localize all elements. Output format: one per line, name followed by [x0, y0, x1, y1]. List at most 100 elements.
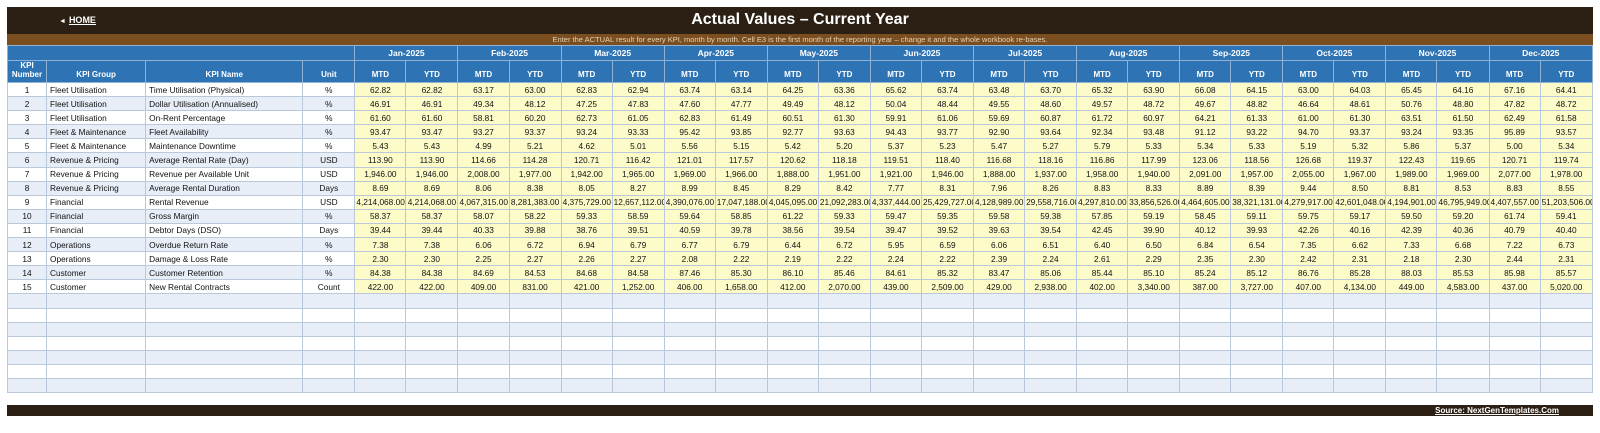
ytd-value-cell[interactable]: 40.40 [1539, 222, 1594, 239]
ytd-value-cell[interactable]: 61.60 [405, 110, 459, 126]
empty-cell[interactable] [1127, 321, 1181, 337]
mtd-value-cell[interactable]: 40.79 [1488, 222, 1541, 239]
ytd-value-cell[interactable]: 48.44 [920, 96, 975, 112]
ytd-value-cell[interactable]: 93.37 [1333, 124, 1387, 140]
empty-cell[interactable] [560, 377, 613, 394]
empty-cell[interactable] [1127, 363, 1181, 379]
ytd-value-cell[interactable]: 47.77 [714, 96, 768, 112]
mtd-value-cell[interactable]: 2.08 [663, 251, 716, 267]
mtd-value-cell[interactable]: 1,888.00 [973, 166, 1026, 182]
mtd-value-cell[interactable]: 47.25 [560, 96, 613, 112]
mtd-value-cell[interactable]: 64.21 [1179, 110, 1232, 126]
mtd-value-cell[interactable]: 64.25 [766, 81, 819, 98]
empty-cell[interactable] [920, 307, 975, 323]
empty-cell[interactable] [1385, 363, 1438, 379]
ytd-value-cell[interactable]: 5.23 [920, 138, 975, 154]
mtd-value-cell[interactable]: 449.00 [1385, 279, 1438, 295]
ytd-value-cell[interactable]: 61.05 [611, 110, 665, 126]
empty-cell[interactable] [1282, 293, 1335, 309]
mtd-value-cell[interactable]: 66.08 [1179, 81, 1232, 98]
empty-cell[interactable] [405, 363, 459, 379]
empty-cell[interactable] [1488, 363, 1541, 379]
mtd-value-cell[interactable]: 1,958.00 [1076, 166, 1129, 182]
mtd-value-cell[interactable]: 429.00 [973, 279, 1026, 295]
empty-cell[interactable] [1436, 377, 1490, 394]
ytd-value-cell[interactable]: 64.16 [1436, 81, 1490, 98]
empty-cell[interactable] [560, 363, 613, 379]
ytd-value-cell[interactable]: 59.35 [920, 208, 975, 224]
empty-cell[interactable] [302, 307, 356, 323]
mtd-value-cell[interactable]: 58.07 [457, 208, 510, 224]
ytd-value-cell[interactable]: 63.14 [714, 81, 768, 98]
ytd-value-cell[interactable]: 119.37 [1333, 152, 1387, 168]
mtd-value-cell[interactable]: 8.81 [1385, 180, 1438, 196]
empty-cell[interactable] [6, 321, 48, 337]
ytd-value-cell[interactable]: 48.72 [1127, 96, 1181, 112]
empty-cell[interactable] [1024, 307, 1078, 323]
ytd-value-cell[interactable]: 114.28 [508, 152, 562, 168]
ytd-value-cell[interactable]: 39.90 [1127, 222, 1181, 239]
empty-cell[interactable] [714, 349, 768, 365]
ytd-value-cell[interactable]: 6.51 [1024, 237, 1078, 253]
ytd-value-cell[interactable]: 116.42 [611, 152, 665, 168]
empty-cell[interactable] [1333, 377, 1387, 394]
empty-cell[interactable] [973, 377, 1026, 394]
mtd-value-cell[interactable]: 94.43 [869, 124, 922, 140]
ytd-value-cell[interactable]: 63.74 [920, 81, 975, 98]
mtd-value-cell[interactable]: 65.62 [869, 81, 922, 98]
ytd-value-cell[interactable]: 93.64 [1024, 124, 1078, 140]
ytd-value-cell[interactable]: 61.06 [920, 110, 975, 126]
empty-cell[interactable] [817, 321, 871, 337]
mtd-value-cell[interactable]: 119.51 [869, 152, 922, 168]
ytd-value-cell[interactable]: 47.83 [611, 96, 665, 112]
ytd-value-cell[interactable]: 1,937.00 [1024, 166, 1078, 182]
mtd-value-cell[interactable]: 4,279,917.00 [1282, 194, 1335, 210]
ytd-value-cell[interactable]: 58.37 [405, 208, 459, 224]
ytd-value-cell[interactable]: 6.54 [1230, 237, 1284, 253]
mtd-value-cell[interactable]: 8.83 [1488, 180, 1541, 196]
empty-cell[interactable] [920, 363, 975, 379]
mtd-value-cell[interactable]: 387.00 [1179, 279, 1232, 295]
mtd-value-cell[interactable]: 4,297,810.00 [1076, 194, 1129, 210]
ytd-value-cell[interactable]: 93.77 [920, 124, 975, 140]
ytd-value-cell[interactable]: 2.31 [1333, 251, 1387, 267]
mtd-value-cell[interactable]: 92.90 [973, 124, 1026, 140]
ytd-value-cell[interactable]: 113.90 [405, 152, 459, 168]
mtd-value-cell[interactable]: 4.99 [457, 138, 510, 154]
mtd-value-cell[interactable]: 59.64 [663, 208, 716, 224]
mtd-value-cell[interactable]: 7.35 [1282, 237, 1335, 253]
mtd-value-cell[interactable]: 402.00 [1076, 279, 1129, 295]
mtd-value-cell[interactable]: 7.22 [1488, 237, 1541, 253]
empty-cell[interactable] [46, 363, 147, 379]
empty-cell[interactable] [1539, 335, 1594, 351]
empty-cell[interactable] [1436, 293, 1490, 309]
mtd-value-cell[interactable]: 113.90 [354, 152, 407, 168]
empty-cell[interactable] [714, 293, 768, 309]
empty-cell[interactable] [869, 335, 922, 351]
ytd-value-cell[interactable]: 63.36 [817, 81, 871, 98]
ytd-value-cell[interactable]: 8.42 [817, 180, 871, 196]
empty-cell[interactable] [817, 307, 871, 323]
mtd-value-cell[interactable]: 2.39 [973, 251, 1026, 267]
mtd-value-cell[interactable]: 63.00 [1282, 81, 1335, 98]
empty-cell[interactable] [869, 307, 922, 323]
ytd-value-cell[interactable]: 39.54 [1024, 222, 1078, 239]
ytd-value-cell[interactable]: 6.79 [611, 237, 665, 253]
ytd-value-cell[interactable]: 118.40 [920, 152, 975, 168]
empty-cell[interactable] [145, 363, 304, 379]
mtd-value-cell[interactable]: 61.00 [1282, 110, 1335, 126]
empty-cell[interactable] [354, 335, 407, 351]
empty-cell[interactable] [145, 335, 304, 351]
empty-cell[interactable] [766, 293, 819, 309]
empty-cell[interactable] [1282, 321, 1335, 337]
mtd-value-cell[interactable]: 5.56 [663, 138, 716, 154]
ytd-value-cell[interactable]: 93.85 [714, 124, 768, 140]
ytd-value-cell[interactable]: 60.97 [1127, 110, 1181, 126]
empty-cell[interactable] [1230, 349, 1284, 365]
mtd-value-cell[interactable]: 5.00 [1488, 138, 1541, 154]
empty-cell[interactable] [560, 321, 613, 337]
empty-cell[interactable] [1539, 363, 1594, 379]
empty-cell[interactable] [973, 335, 1026, 351]
mtd-value-cell[interactable]: 6.94 [560, 237, 613, 253]
mtd-value-cell[interactable]: 406.00 [663, 279, 716, 295]
